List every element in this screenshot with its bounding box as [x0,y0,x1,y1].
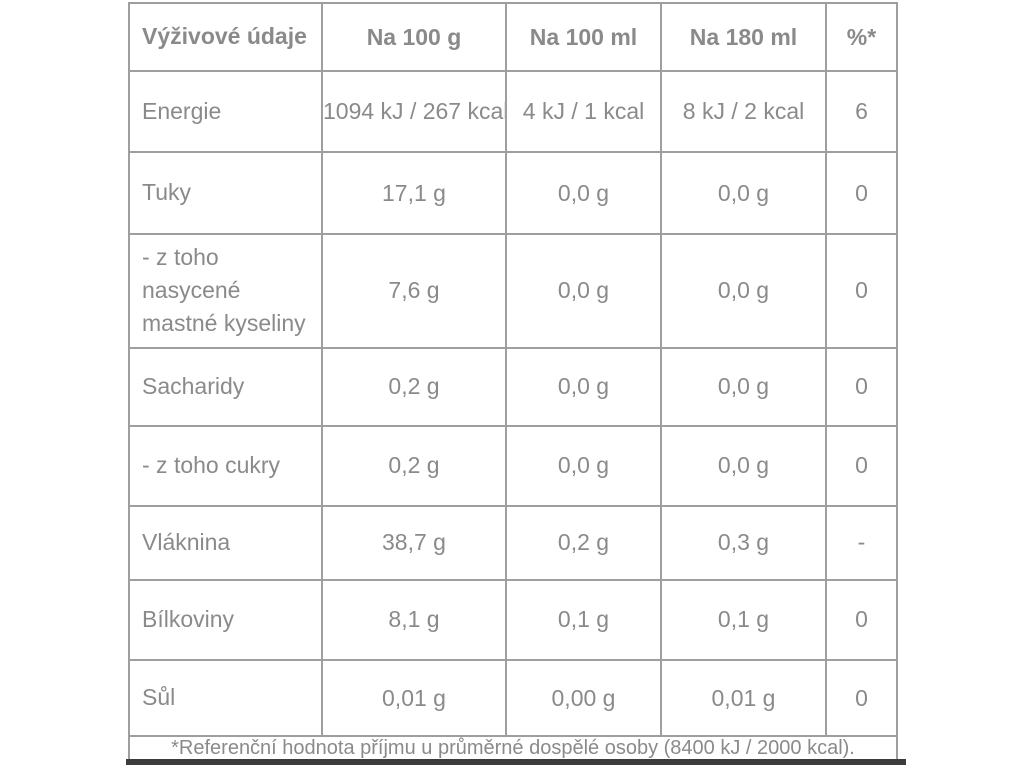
row-label: Vláknina [128,505,323,581]
row-label: Bílkoviny [128,578,323,662]
cell-per-100g: 1094 kJ / 267 kcal [321,69,507,154]
row-label: Sacharidy [128,346,323,427]
row-label: - z toho nasycené mastné kyseliny [128,232,323,349]
cell-per-100g: 0,2 g [321,424,507,508]
column-header-per-100ml: Na 100 ml [505,2,662,72]
table-row-salt: Sůl 0,01 g 0,00 g 0,01 g 0 [128,659,898,737]
cell-per-180ml: 0,0 g [660,151,827,235]
reference-footnote: *Referenční hodnota příjmu u průměrné do… [128,735,898,762]
row-label: Energie [128,69,323,154]
table-row-energy: Energie 1094 kJ / 267 kcal 4 kJ / 1 kcal… [128,69,898,154]
cell-per-100g: 17,1 g [321,151,507,235]
row-label: Tuky [128,151,323,235]
column-header-per-100g: Na 100 g [321,2,507,72]
row-label: Sůl [128,659,323,737]
cell-percent: 0 [825,151,898,235]
header-row: Výživové údaje Na 100 g Na 100 ml Na 180… [128,2,898,72]
row-label: - z toho cukry [128,424,323,508]
bottom-edge-bar [126,759,906,765]
cell-per-100ml: 0,2 g [505,505,662,581]
cell-per-180ml: 8 kJ / 2 kcal [660,69,827,154]
cell-per-100ml: 4 kJ / 1 kcal [505,69,662,154]
column-header-percent-ri: %* [825,2,898,72]
table-row-fat: Tuky 17,1 g 0,0 g 0,0 g 0 [128,151,898,235]
cell-per-100ml: 0,00 g [505,659,662,737]
column-header-per-180ml: Na 180 ml [660,2,827,72]
cell-per-100ml: 0,0 g [505,232,662,349]
table-row-fibre: Vláknina 38,7 g 0,2 g 0,3 g - [128,505,898,581]
cell-per-100ml: 0,0 g [505,424,662,508]
cell-percent: 0 [825,659,898,737]
nutrition-table: Výživové údaje Na 100 g Na 100 ml Na 180… [128,2,898,762]
table-row-sugars: - z toho cukry 0,2 g 0,0 g 0,0 g 0 [128,424,898,508]
cell-percent: - [825,505,898,581]
cell-per-100g: 7,6 g [321,232,507,349]
cell-per-180ml: 0,3 g [660,505,827,581]
cell-per-100g: 0,01 g [321,659,507,737]
footnote-row: *Referenční hodnota příjmu u průměrné do… [128,735,898,762]
cell-per-100ml: 0,1 g [505,578,662,662]
cell-per-100ml: 0,0 g [505,151,662,235]
cell-per-100ml: 0,0 g [505,346,662,427]
cell-per-100g: 0,2 g [321,346,507,427]
cell-per-180ml: 0,1 g [660,578,827,662]
table-row-protein: Bílkoviny 8,1 g 0,1 g 0,1 g 0 [128,578,898,662]
column-header-nutrition-facts: Výživové údaje [128,2,323,72]
cell-per-100g: 38,7 g [321,505,507,581]
cell-per-180ml: 0,01 g [660,659,827,737]
cell-per-180ml: 0,0 g [660,232,827,349]
table-row-saturated-fat: - z toho nasycené mastné kyseliny 7,6 g … [128,232,898,349]
cell-percent: 0 [825,578,898,662]
cell-per-180ml: 0,0 g [660,346,827,427]
cell-per-180ml: 0,0 g [660,424,827,508]
cell-percent: 0 [825,424,898,508]
table-row-carbohydrates: Sacharidy 0,2 g 0,0 g 0,0 g 0 [128,346,898,427]
cell-percent: 0 [825,232,898,349]
cell-percent: 0 [825,346,898,427]
cell-per-100g: 8,1 g [321,578,507,662]
cell-percent: 6 [825,69,898,154]
